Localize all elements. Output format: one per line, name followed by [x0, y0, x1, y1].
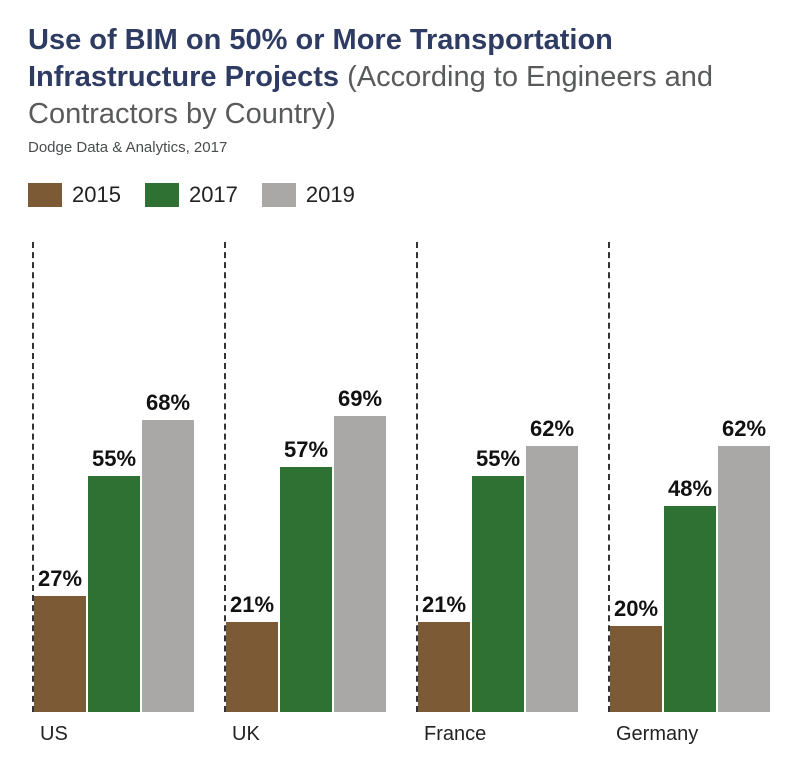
bar-value-label: 21% [230, 592, 274, 618]
group-label: Germany [616, 723, 698, 746]
bar-value-label: 55% [476, 446, 520, 472]
bar-value-label: 62% [530, 416, 574, 442]
bar-value-label: 27% [38, 566, 82, 592]
bar: 62% [718, 446, 770, 713]
bar-group: 27%55%68%US [32, 242, 194, 712]
bar: 20% [610, 626, 662, 712]
bar: 62% [526, 446, 578, 713]
bar: 57% [280, 467, 332, 712]
legend-label: 2019 [306, 182, 355, 208]
bar-value-label: 48% [668, 476, 712, 502]
bar: 69% [334, 416, 386, 713]
group-label: UK [232, 723, 260, 746]
bar: 55% [88, 476, 140, 713]
chart-legend: 2015 2017 2019 [28, 182, 769, 208]
bar-group: 21%57%69%UK [224, 242, 386, 712]
chart-title: Use of BIM on 50% or More Transportation… [28, 22, 769, 133]
bar: 21% [418, 622, 470, 712]
chart-source: Dodge Data & Analytics, 2017 [28, 139, 769, 156]
bar-group: 21%55%62%France [416, 242, 578, 712]
bar-value-label: 55% [92, 446, 136, 472]
legend-item: 2019 [262, 182, 355, 208]
group-label: France [424, 723, 486, 746]
legend-label: 2015 [72, 182, 121, 208]
legend-label: 2017 [189, 182, 238, 208]
legend-swatch [145, 183, 179, 207]
bar: 48% [664, 506, 716, 712]
legend-swatch [262, 183, 296, 207]
bar-chart: 27%55%68%US21%57%69%UK21%55%62%France20%… [28, 242, 769, 712]
bar-value-label: 21% [422, 592, 466, 618]
legend-item: 2015 [28, 182, 121, 208]
legend-swatch [28, 183, 62, 207]
bar-value-label: 62% [722, 416, 766, 442]
group-label: US [40, 723, 68, 746]
bar-group: 20%48%62%Germany [608, 242, 770, 712]
bar-value-label: 20% [614, 596, 658, 622]
bar-value-label: 68% [146, 390, 190, 416]
legend-item: 2017 [145, 182, 238, 208]
bar-value-label: 57% [284, 437, 328, 463]
bar: 27% [34, 596, 86, 712]
bar: 21% [226, 622, 278, 712]
bar: 68% [142, 420, 194, 712]
bar: 55% [472, 476, 524, 713]
bar-value-label: 69% [338, 386, 382, 412]
